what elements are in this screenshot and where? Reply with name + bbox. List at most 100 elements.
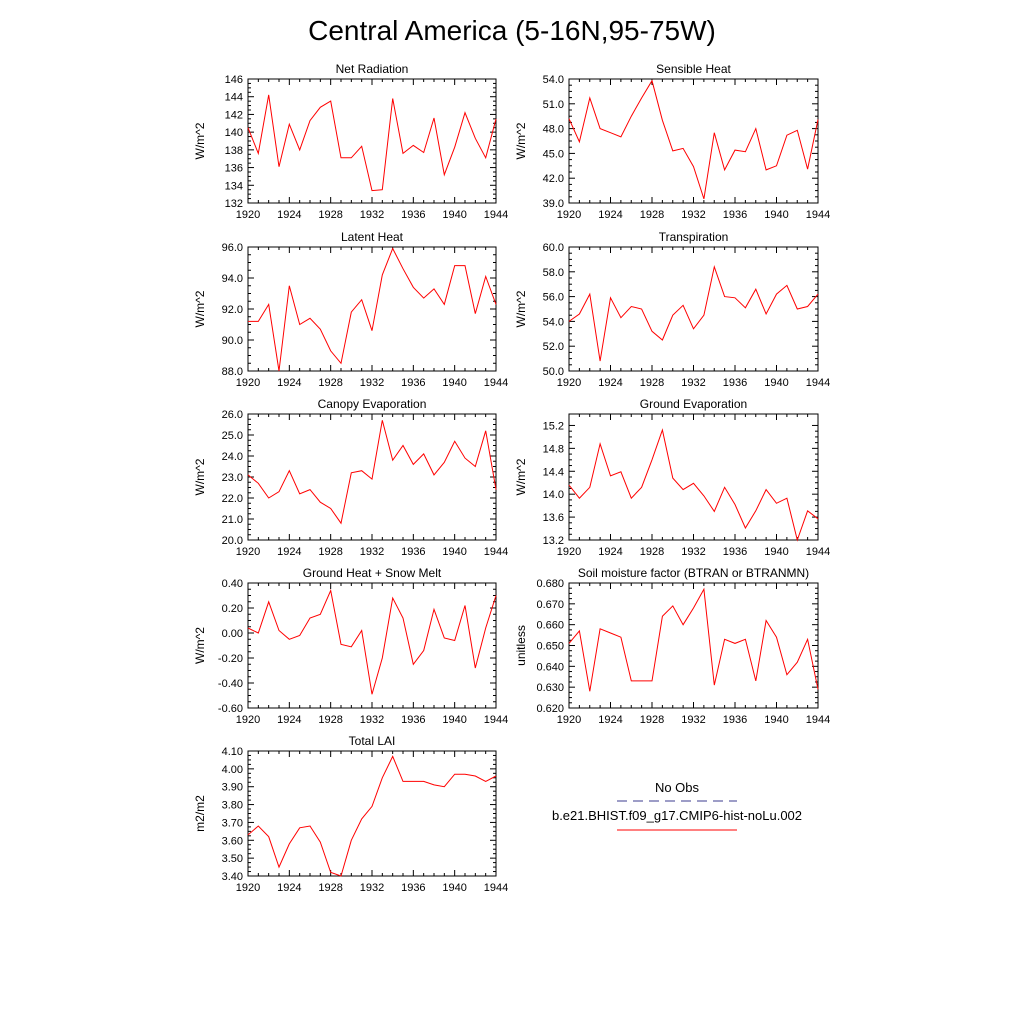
x-tick-label: 1932 [360, 209, 384, 221]
x-tick-label: 1928 [318, 714, 342, 726]
y-axis-label: W/m^2 [193, 458, 207, 495]
x-tick-label: 1928 [640, 546, 664, 558]
series-line [247, 755, 497, 877]
y-tick-label: 56.0 [543, 292, 564, 304]
x-tick-label: 1940 [764, 377, 788, 389]
x-tick-label: 1936 [401, 209, 425, 221]
x-tick-label: 1944 [806, 377, 830, 389]
y-axis-label: W/m^2 [514, 458, 528, 495]
x-tick-label: 1944 [484, 209, 508, 221]
x-tick-label: 1940 [764, 714, 788, 726]
y-tick-label: -0.60 [218, 703, 243, 715]
series-line [568, 587, 819, 692]
x-tick-label: 1924 [598, 546, 622, 558]
y-axis-label: W/m^2 [193, 627, 207, 664]
y-tick-label: 23.0 [222, 472, 243, 484]
legend-obs-label: No Obs [655, 780, 700, 795]
x-tick-label: 1940 [442, 882, 466, 894]
x-tick-label: 1928 [318, 377, 342, 389]
series-line [568, 428, 819, 542]
x-tick-label: 1920 [557, 209, 581, 221]
x-tick-label: 1920 [236, 209, 260, 221]
y-tick-label: 142 [225, 109, 243, 121]
x-tick-label: 1928 [640, 714, 664, 726]
x-tick-label: 1944 [806, 546, 830, 558]
x-tick-label: 1936 [723, 209, 747, 221]
chart-panel: Soil moisture factor (BTRAN or BTRANMN) 1… [514, 566, 830, 726]
y-tick-label: 0.20 [222, 603, 243, 615]
chart-panel: Net Radiation 1920 1924 1928 1932 1936 1940 194… [193, 62, 508, 221]
x-tick-label: 1932 [360, 714, 384, 726]
panel-title: Net Radiation [336, 62, 409, 76]
y-tick-label: 0.630 [536, 682, 564, 694]
x-tick-label: 1920 [236, 714, 260, 726]
x-tick-label: 1924 [277, 377, 301, 389]
x-tick-label: 1928 [318, 546, 342, 558]
plot-frame [247, 750, 497, 877]
series-line [568, 264, 819, 362]
y-tick-label: -0.20 [218, 653, 243, 665]
y-tick-label: 26.0 [222, 409, 243, 421]
y-tick-label: 136 [225, 163, 243, 175]
y-tick-label: 92.0 [222, 304, 243, 316]
y-tick-label: 134 [225, 180, 243, 192]
chart-panel: Ground Evaporation 1920 1924 1928 1932 1936 19… [514, 397, 830, 558]
x-tick-label: 1936 [723, 714, 747, 726]
x-tick-label: 1920 [236, 882, 260, 894]
x-tick-label: 1944 [806, 209, 830, 221]
panels-group: Net Radiation 1920 1924 1928 1932 1936 1940 194… [193, 62, 830, 894]
y-tick-label: 14.4 [543, 466, 564, 478]
series-line [248, 247, 497, 372]
x-tick-label: 1936 [401, 546, 425, 558]
plot-frame [247, 582, 497, 709]
x-tick-label: 1928 [318, 209, 342, 221]
y-tick-label: 0.670 [536, 599, 564, 611]
y-tick-label: 42.0 [543, 173, 564, 185]
plot-frame [568, 582, 819, 709]
x-tick-label: 1924 [598, 209, 622, 221]
chart-panel: Latent Heat 1920 1924 1928 1932 1936 1940 1944 8… [193, 230, 508, 389]
y-tick-label: 0.650 [536, 641, 564, 653]
y-tick-label: 21.0 [222, 514, 243, 526]
y-tick-label: 3.50 [222, 853, 243, 865]
x-tick-label: 1924 [598, 377, 622, 389]
x-tick-label: 1928 [318, 882, 342, 894]
x-tick-label: 1944 [806, 714, 830, 726]
legend-model-label: b.e21.BHIST.f09_g17.CMIP6-hist-noLu.002 [552, 808, 802, 823]
x-tick-label: 1944 [484, 714, 508, 726]
y-tick-label: 94.0 [222, 273, 243, 285]
y-axis-label: unitless [514, 625, 528, 666]
x-tick-label: 1936 [401, 882, 425, 894]
x-tick-label: 1924 [598, 714, 622, 726]
y-tick-label: 0.40 [222, 578, 243, 590]
chart-panel: Canopy Evaporation 1920 1924 1928 1932 1936 19… [193, 397, 508, 558]
panel-title: Ground Heat + Snow Melt [303, 566, 442, 580]
y-tick-label: 4.00 [222, 764, 243, 776]
x-tick-label: 1936 [401, 714, 425, 726]
series-line [568, 79, 819, 200]
y-tick-label: 0.620 [536, 703, 564, 715]
x-tick-label: 1928 [640, 377, 664, 389]
plot-frame [568, 413, 819, 541]
x-tick-label: 1924 [277, 714, 301, 726]
y-axis-label: W/m^2 [193, 122, 207, 159]
y-tick-label: 0.660 [536, 620, 564, 632]
y-tick-label: 52.0 [543, 341, 564, 353]
y-tick-label: 0.680 [536, 578, 564, 590]
x-tick-label: 1940 [764, 546, 788, 558]
y-tick-label: 140 [225, 127, 243, 139]
y-tick-label: 20.0 [222, 535, 243, 547]
chart-panel: Transpiration 1920 1924 1928 1932 1936 1940 194… [514, 230, 830, 389]
x-tick-label: 1924 [277, 546, 301, 558]
panel-title: Ground Evaporation [640, 397, 747, 411]
y-tick-label: 146 [225, 74, 243, 86]
x-tick-label: 1932 [360, 882, 384, 894]
y-tick-label: 13.6 [543, 512, 564, 524]
y-tick-label: 14.8 [543, 443, 564, 455]
y-tick-label: 3.70 [222, 817, 243, 829]
y-tick-label: 3.40 [222, 871, 243, 883]
plot-frame [568, 246, 819, 372]
y-tick-label: 50.0 [543, 366, 564, 378]
x-tick-label: 1920 [557, 714, 581, 726]
